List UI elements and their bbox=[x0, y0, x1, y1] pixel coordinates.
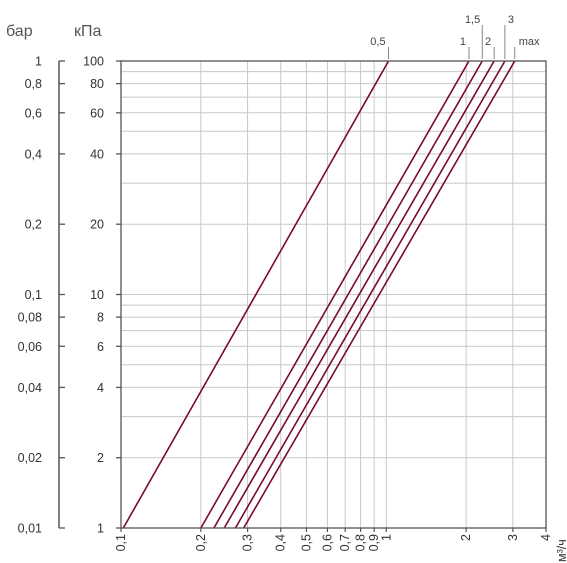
series-line-6 bbox=[242, 60, 516, 529]
kpa-tick-label: 40 bbox=[90, 147, 104, 161]
series-line-4 bbox=[223, 60, 495, 529]
x-tick-label: 4 bbox=[539, 534, 553, 541]
bar-tick-label: 0,2 bbox=[25, 218, 42, 232]
kpa-tick-label: 6 bbox=[97, 340, 104, 354]
x-tick-label: 0,1 bbox=[114, 534, 128, 551]
x-tick-label: 0,5 bbox=[299, 534, 313, 551]
bar-tick-label: 0,4 bbox=[25, 147, 42, 161]
x-tick-label: 0,7 bbox=[338, 534, 352, 551]
kpa-tick-label: 100 bbox=[83, 55, 104, 69]
kpa-tick-label: 80 bbox=[90, 77, 104, 91]
x-axis-title: м³/ч bbox=[555, 539, 567, 562]
kpa-axis-title: кПа bbox=[74, 23, 102, 40]
x-tick-label: 0,2 bbox=[194, 534, 208, 551]
bar-tick-label: 0,1 bbox=[25, 288, 42, 302]
x-tick-label: 0,4 bbox=[274, 534, 288, 551]
kpa-tick-label: 10 bbox=[90, 288, 104, 302]
x-tick-label: 0,3 bbox=[241, 534, 255, 551]
bar-tick-label: 0,06 bbox=[18, 340, 42, 354]
series-name-label: 3 bbox=[508, 14, 514, 26]
x-tick-label: 0,8 bbox=[354, 534, 368, 551]
bar-tick-label: 0,08 bbox=[18, 311, 42, 325]
kpa-tick-label: 4 bbox=[97, 381, 104, 395]
series-name-label: 1,5 bbox=[465, 14, 480, 26]
kpa-tick-label: 1 bbox=[97, 522, 104, 536]
axes bbox=[58, 60, 547, 532]
series-line-2 bbox=[200, 60, 470, 529]
series-name-label: 0,5 bbox=[370, 36, 385, 48]
kpa-tick-label: 2 bbox=[97, 451, 104, 465]
series-curves bbox=[122, 60, 516, 529]
kpa-tick-label: 20 bbox=[90, 218, 104, 232]
x-tick-label: 1 bbox=[379, 534, 393, 541]
x-tick-label: 3 bbox=[506, 534, 520, 541]
x-tick-label: 0,9 bbox=[367, 534, 381, 551]
series-name-label: 2 bbox=[485, 36, 491, 48]
bar-tick-label: 0,04 bbox=[18, 381, 42, 395]
labels: 1 0,8 0,6 0,4 0,2 0,1 0,08 0,06 0,04 0,02 0,01 100 8… bbox=[18, 14, 553, 551]
series-line-5 bbox=[234, 60, 506, 529]
grid bbox=[120, 60, 547, 529]
series-name-label: max bbox=[519, 36, 540, 48]
kpa-tick-label: 60 bbox=[90, 106, 104, 120]
series-line-1 bbox=[122, 60, 390, 529]
bar-tick-label: 0,01 bbox=[18, 522, 42, 536]
bar-axis-title: бар bbox=[6, 23, 33, 40]
series-name-label: 1 bbox=[460, 36, 466, 48]
x-tick-label: 0,6 bbox=[320, 534, 334, 551]
bar-tick-label: 0,6 bbox=[25, 106, 42, 120]
bar-tick-label: 0,02 bbox=[18, 451, 42, 465]
bar-tick-label: 1 bbox=[35, 55, 42, 69]
kpa-tick-label: 8 bbox=[97, 311, 104, 325]
x-tick-label: 2 bbox=[459, 534, 473, 541]
series-line-3 bbox=[213, 60, 483, 529]
bar-tick-label: 0,8 bbox=[25, 77, 42, 91]
